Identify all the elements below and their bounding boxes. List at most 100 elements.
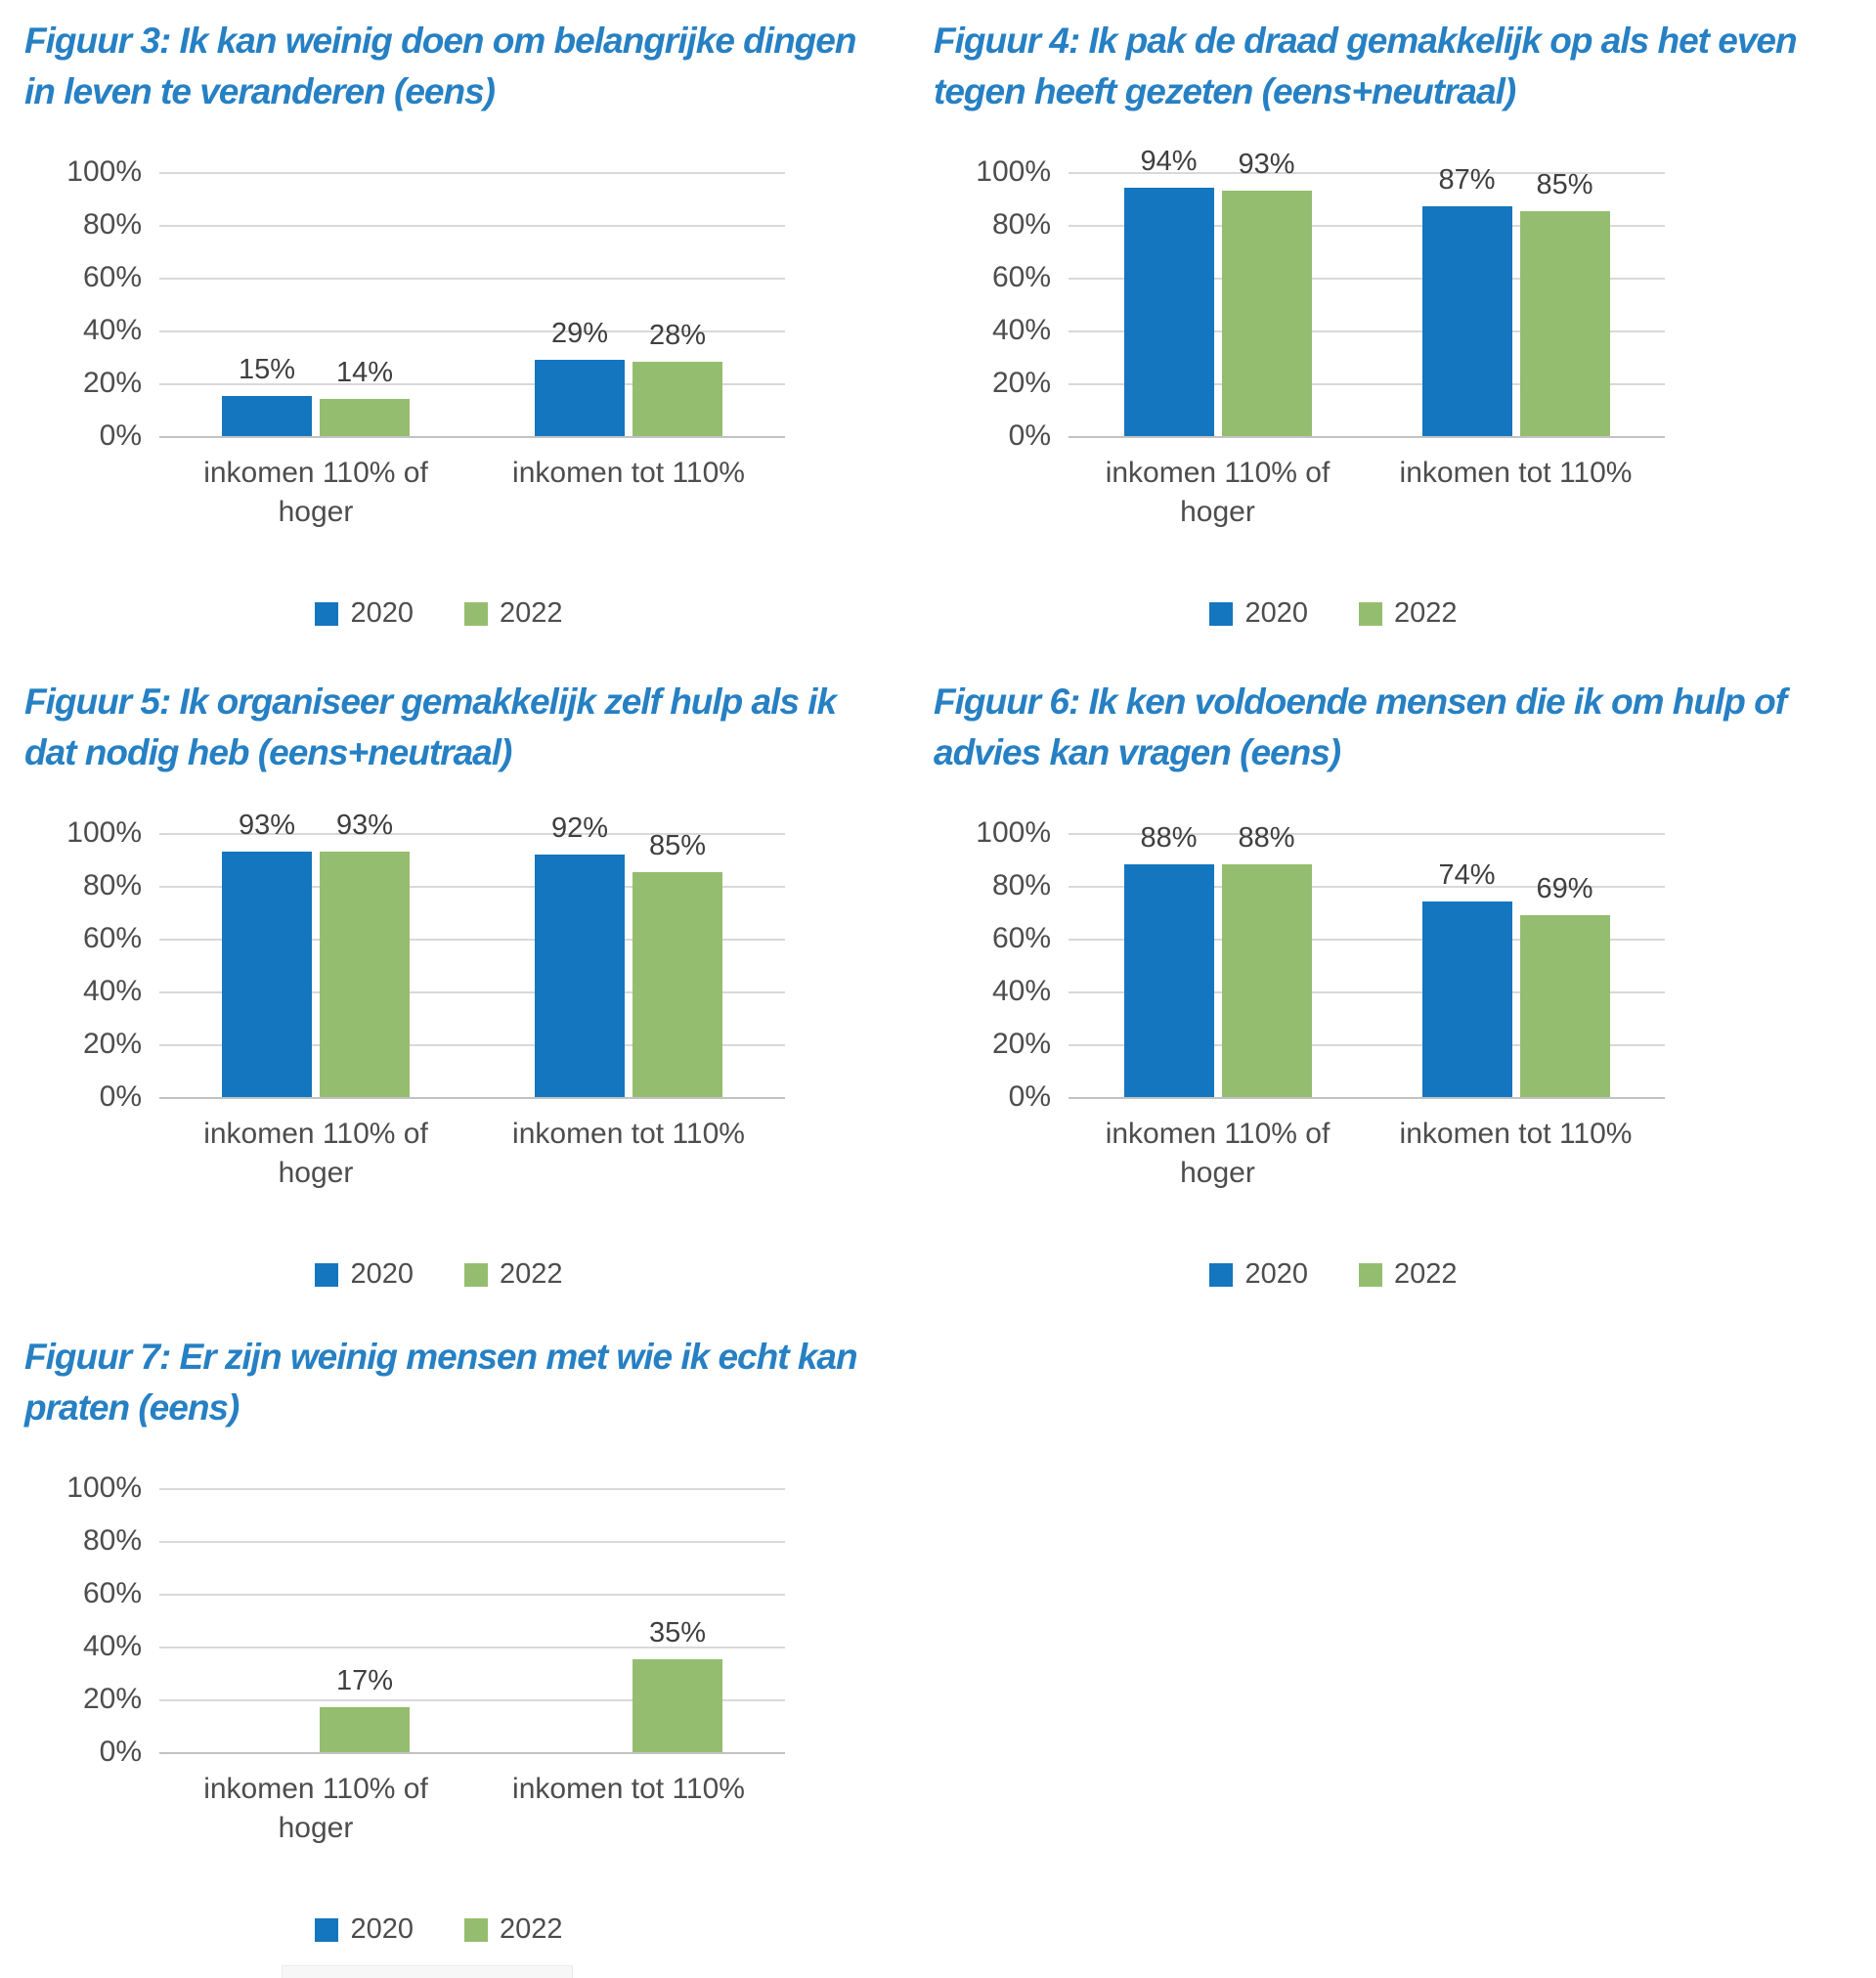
bar-value-label: 69% bbox=[1536, 873, 1593, 904]
bar-value-label: 93% bbox=[238, 810, 296, 841]
category-label: inkomen tot 110% bbox=[512, 1773, 745, 1805]
bar-2022-category-2 bbox=[1519, 915, 1610, 1097]
y-tick-label: 60% bbox=[991, 261, 1051, 293]
plot-area: inkomen 110% of hoger inkomen tot 110% 9… bbox=[1069, 146, 1665, 528]
gridline bbox=[159, 1594, 785, 1596]
legend-item-2020: 2020 bbox=[1209, 597, 1308, 630]
y-tick-label: 60% bbox=[82, 261, 142, 293]
chart-title-line: praten (eens) bbox=[24, 1387, 240, 1428]
gridline bbox=[1069, 886, 1665, 888]
gridline bbox=[159, 1541, 785, 1543]
legend: 2020 2022 bbox=[934, 597, 1665, 630]
legend: 2020 2022 bbox=[24, 597, 785, 630]
legend-marker-2020 bbox=[1209, 1262, 1234, 1287]
legend-item-2022: 2022 bbox=[1359, 1258, 1458, 1291]
x-axis-line bbox=[159, 1097, 785, 1099]
bar-value-label: 87% bbox=[1438, 164, 1496, 196]
y-tick-label: 60% bbox=[82, 922, 142, 954]
gridline bbox=[1069, 833, 1665, 835]
chart-title-line: Figuur 4: Ik pak de draad gemakkelijk op… bbox=[934, 21, 1798, 61]
y-tick-label: 100% bbox=[66, 155, 142, 188]
bar-value-label: 85% bbox=[648, 830, 707, 861]
y-tick-label: 20% bbox=[82, 367, 142, 399]
gridline bbox=[1069, 1044, 1665, 1046]
legend-label: 2022 bbox=[500, 1913, 563, 1945]
legend-marker-2020 bbox=[315, 1262, 339, 1287]
gridline bbox=[1069, 278, 1665, 280]
legend-label: 2022 bbox=[1394, 1258, 1458, 1290]
gridline bbox=[159, 1699, 785, 1701]
y-tick-label: 20% bbox=[991, 367, 1051, 399]
legend-marker-2022 bbox=[464, 1262, 488, 1287]
gridline bbox=[159, 278, 785, 280]
chart-title: Figuur 5: Ik organiseer gemakkelijk zelf… bbox=[24, 677, 837, 778]
bar-value-label: 85% bbox=[1536, 169, 1593, 200]
gridline bbox=[159, 1044, 785, 1046]
y-tick-label: 0% bbox=[1008, 1080, 1051, 1113]
y-tick-label: 40% bbox=[991, 975, 1051, 1007]
gridline bbox=[1069, 172, 1665, 174]
bar-value-label: 14% bbox=[335, 357, 394, 388]
y-tick-label: 80% bbox=[82, 1524, 142, 1557]
chart-title-line: Figuur 3: Ik kan weinig doen om belangri… bbox=[24, 21, 856, 61]
legend-item-2022: 2022 bbox=[1359, 597, 1458, 630]
category-label: inkomen tot 110% bbox=[512, 1118, 745, 1150]
legend-item-2020: 2020 bbox=[1209, 1258, 1308, 1291]
bar-value-label: 15% bbox=[238, 354, 296, 385]
bar-value-label: 88% bbox=[1140, 822, 1198, 854]
bar-2022-category-2 bbox=[633, 362, 722, 436]
chart-title: Figuur 3: Ik kan weinig doen om belangri… bbox=[24, 16, 856, 117]
bar-value-label: 29% bbox=[550, 318, 609, 349]
y-tick-label: 100% bbox=[976, 816, 1051, 849]
y-tick-label: 40% bbox=[82, 1630, 142, 1662]
legend-label: 2022 bbox=[500, 1258, 563, 1290]
bar-2022-category-2 bbox=[633, 872, 722, 1097]
y-axis: 100% 80% 60% 40% 20% 0% bbox=[24, 816, 159, 1113]
gridline bbox=[159, 172, 785, 174]
figuur-7-chart: Figuur 7: Er zijn weinig mensen met wie … bbox=[24, 1332, 858, 1946]
legend: 2020 2022 bbox=[24, 1913, 785, 1946]
bar-2022-category-2 bbox=[633, 1659, 722, 1752]
chart-title-line: Figuur 7: Er zijn weinig mensen met wie … bbox=[24, 1337, 858, 1377]
y-tick-label: 20% bbox=[991, 1028, 1051, 1060]
legend-marker-2022 bbox=[1359, 1262, 1382, 1287]
y-tick-label: 40% bbox=[82, 314, 142, 346]
chart-title-line: advies kan vragen (eens) bbox=[934, 732, 1341, 772]
category-label: inkomen tot 110% bbox=[512, 457, 745, 489]
x-axis-line bbox=[1069, 436, 1665, 438]
legend-label: 2022 bbox=[500, 597, 563, 629]
legend-label: 2022 bbox=[1394, 597, 1458, 629]
plot-area: inkomen 110% of hoger inkomen tot 110% 1… bbox=[159, 172, 785, 528]
chart-title-line: in leven te veranderen (eens) bbox=[24, 71, 496, 111]
bar-value-label: 94% bbox=[1140, 146, 1198, 177]
chart-title: Figuur 6: Ik ken voldoende mensen die ik… bbox=[934, 677, 1787, 778]
bar-2020-category-1 bbox=[222, 396, 312, 436]
y-tick-label: 80% bbox=[82, 208, 142, 241]
legend-label: 2020 bbox=[350, 1258, 414, 1290]
gridline bbox=[1069, 991, 1665, 993]
plot-area: inkomen 110% of hoger inkomen tot 110% 8… bbox=[1069, 822, 1665, 1189]
bar-2020-category-2 bbox=[1421, 206, 1512, 436]
legend-item-2020: 2020 bbox=[315, 1258, 414, 1291]
legend-marker-2020 bbox=[1209, 601, 1234, 626]
y-tick-label: 80% bbox=[991, 869, 1051, 901]
y-tick-label: 100% bbox=[66, 816, 142, 849]
bar-value-label: 17% bbox=[335, 1665, 394, 1696]
figuur-6-chart: Figuur 6: Ik ken voldoende mensen die ik… bbox=[934, 677, 1787, 1291]
gridline bbox=[159, 383, 785, 385]
legend-marker-2020 bbox=[315, 601, 339, 626]
cropped-next-element-artifact bbox=[282, 1965, 573, 1978]
y-tick-label: 0% bbox=[99, 419, 142, 452]
gridline bbox=[159, 833, 785, 835]
bar-2022-category-1 bbox=[320, 1707, 410, 1752]
y-tick-label: 0% bbox=[99, 1736, 142, 1768]
legend-marker-2020 bbox=[315, 1917, 339, 1942]
chart-title-line: tegen heeft gezeten (eens+neutraal) bbox=[934, 71, 1516, 111]
legend-marker-2022 bbox=[464, 1917, 488, 1942]
category-label: inkomen tot 110% bbox=[1399, 1118, 1633, 1150]
category-label: inkomen tot 110% bbox=[1399, 457, 1633, 489]
legend-label: 2020 bbox=[1244, 597, 1308, 629]
bar-2020-category-2 bbox=[535, 855, 625, 1097]
category-label: inkomen 110% of hoger bbox=[203, 457, 428, 528]
